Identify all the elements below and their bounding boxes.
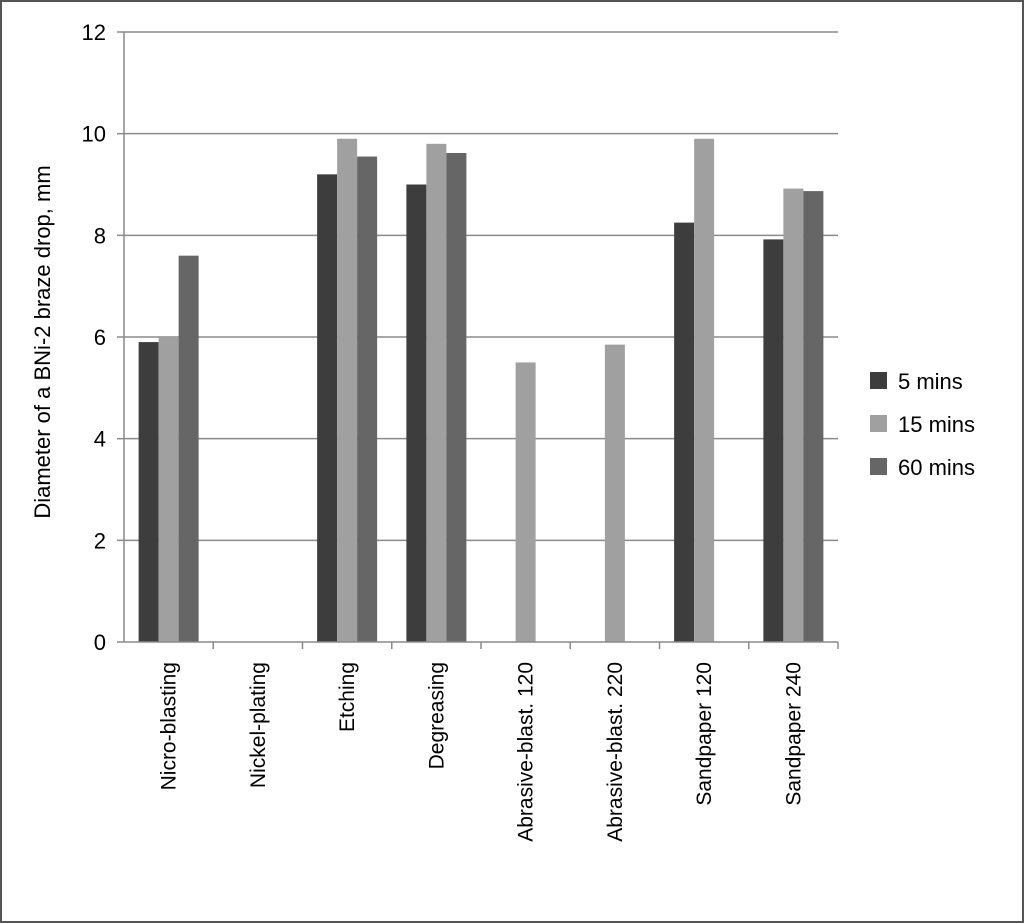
category-label: Nicro-blasting bbox=[158, 662, 181, 790]
y-tick-label: 10 bbox=[82, 122, 106, 147]
y-tick-label: 0 bbox=[94, 630, 106, 655]
category-labels: Nicro-blasting Nickel-plating Etching Degre… bbox=[158, 662, 806, 842]
bar bbox=[763, 239, 784, 642]
bar bbox=[515, 362, 536, 642]
y-tick-label: 12 bbox=[82, 20, 106, 45]
bar bbox=[674, 222, 695, 642]
bar bbox=[604, 344, 625, 642]
legend-label: 15 mins bbox=[898, 412, 975, 437]
gridlines bbox=[117, 31, 838, 643]
category-label: Sandpaper 240 bbox=[782, 662, 805, 806]
bar bbox=[783, 188, 804, 643]
bars bbox=[138, 138, 824, 643]
legend-swatch bbox=[870, 372, 887, 389]
bar bbox=[426, 143, 447, 643]
bar bbox=[178, 255, 199, 642]
category-label: Degreasing bbox=[425, 662, 448, 769]
legend-swatch bbox=[870, 458, 887, 475]
bar bbox=[357, 156, 378, 642]
category-label: Etching bbox=[336, 662, 359, 732]
bar bbox=[138, 342, 159, 642]
y-axis-title: Diameter of a BNi-2 braze drop, mm bbox=[30, 165, 55, 518]
y-tick-label: 8 bbox=[94, 223, 106, 248]
bar bbox=[317, 174, 338, 643]
category-label: Abrasive-blast. 220 bbox=[604, 662, 627, 842]
category-label: Sandpaper 120 bbox=[693, 662, 716, 806]
y-tick-labels: 0 2 4 6 8 10 12 bbox=[82, 20, 106, 655]
bar bbox=[803, 191, 824, 642]
legend-label: 60 mins bbox=[898, 455, 975, 480]
legend-label: 5 mins bbox=[898, 369, 963, 394]
bar bbox=[337, 138, 358, 642]
axes bbox=[123, 32, 839, 649]
bar bbox=[446, 152, 467, 642]
bar bbox=[158, 337, 179, 642]
category-label: Abrasive-blast. 120 bbox=[515, 662, 538, 842]
y-tick-label: 6 bbox=[94, 325, 106, 350]
category-label: Nickel-plating bbox=[247, 662, 270, 788]
y-tick-label: 4 bbox=[94, 427, 106, 452]
legend: 5 mins 15 mins 60 mins bbox=[870, 369, 975, 480]
y-tick-label: 2 bbox=[94, 528, 106, 553]
bar bbox=[694, 138, 715, 642]
bar bbox=[406, 184, 427, 642]
legend-swatch bbox=[870, 415, 887, 432]
